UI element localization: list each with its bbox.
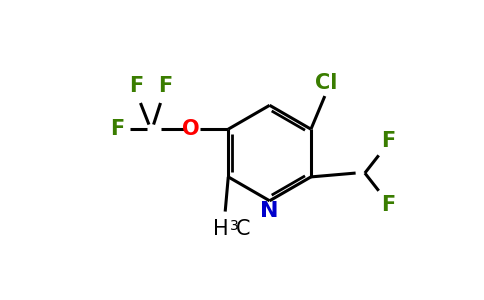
Text: F: F — [381, 195, 395, 214]
Text: 3: 3 — [230, 219, 239, 233]
Text: F: F — [129, 76, 143, 96]
Text: O: O — [182, 119, 200, 139]
Text: N: N — [260, 201, 279, 221]
Text: Cl: Cl — [315, 73, 337, 93]
Text: H: H — [212, 219, 228, 239]
Text: C: C — [236, 219, 250, 239]
Text: F: F — [381, 131, 395, 152]
Text: F: F — [110, 119, 124, 139]
Text: F: F — [158, 76, 172, 96]
